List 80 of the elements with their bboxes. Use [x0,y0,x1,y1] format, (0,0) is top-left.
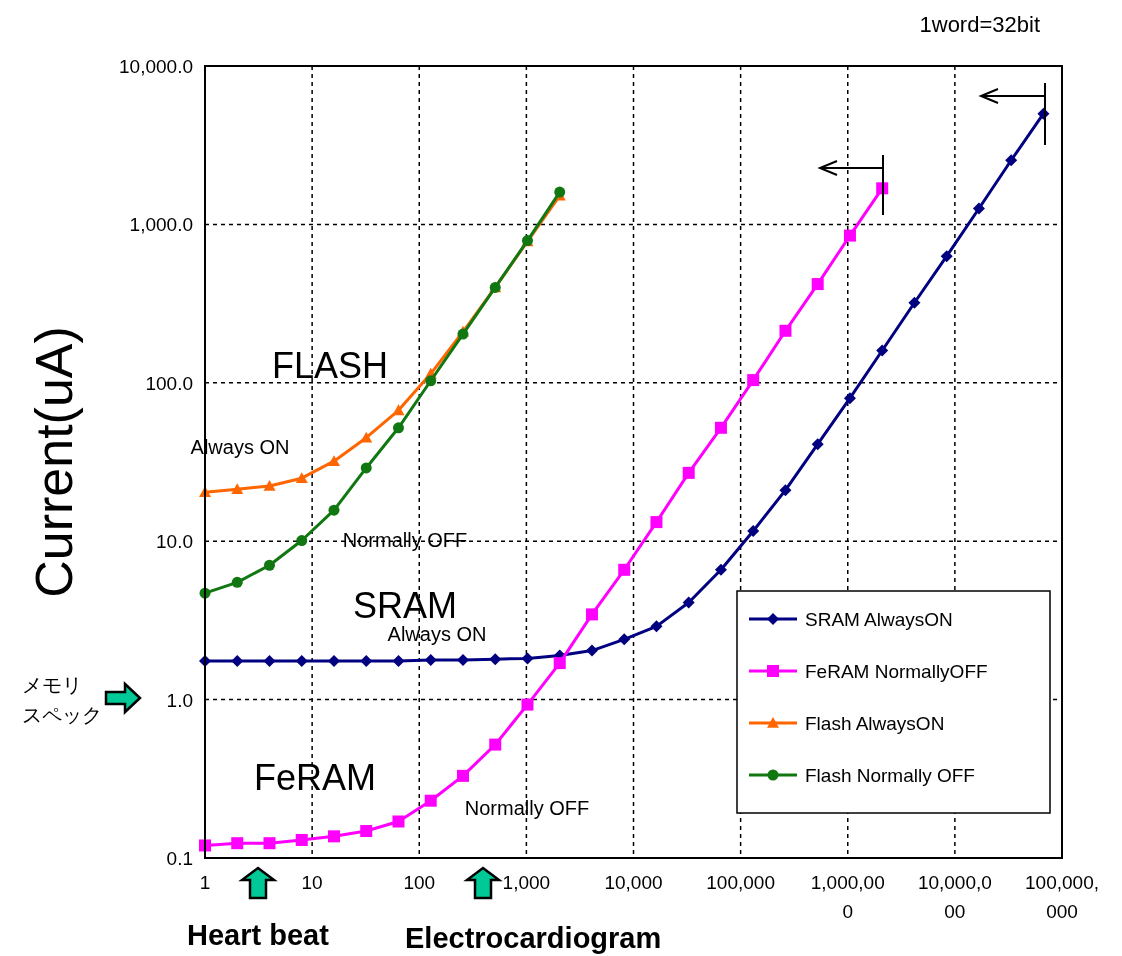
text: Electrocardiogram [405,922,662,954]
point [747,374,760,387]
legend-label: FeRAM NormallyOFF [805,661,988,682]
xtick: 100 [403,872,436,893]
point [296,535,308,547]
point [843,392,856,405]
point [264,559,275,571]
point [811,278,824,291]
point [1005,154,1018,167]
point [263,655,276,668]
point [392,422,404,434]
point [779,324,792,337]
point [779,484,792,497]
point [295,472,308,483]
point [327,455,340,466]
point [456,769,469,782]
point [489,653,502,666]
point [263,480,276,491]
y-tick-label: 0.1 [166,848,193,869]
point [747,524,760,537]
y-tick-label: 100.0 [145,372,193,394]
point [295,833,308,846]
point [392,655,405,668]
point [843,229,856,242]
point [650,620,663,633]
xtick: 100,000,000 [1025,872,1099,922]
point [714,563,727,576]
point [682,596,695,609]
legend-label: SRAM AlwaysON [805,609,953,630]
point [714,421,727,434]
xtick: 10,000 [604,872,663,893]
point [231,837,244,850]
point [263,837,276,850]
point [360,431,373,443]
point [328,504,340,516]
point [618,563,631,576]
point [585,608,598,621]
point [972,202,985,215]
y-axis-title: Current(uA) [25,326,83,598]
xtick: 10,000,000 [917,872,992,922]
xtick: 10 [301,872,323,893]
point [360,825,373,838]
point [650,516,663,529]
xtick: 1 [199,872,211,893]
point [521,698,534,711]
text: メモリスペック [22,674,102,726]
point [231,576,243,588]
point [327,830,340,843]
point [425,375,437,387]
point [489,738,502,751]
point [360,462,372,474]
point [876,344,889,357]
legend-label: Flash Normally OFF [805,765,975,786]
annotation: Normally OFF [464,797,590,819]
point [424,794,437,807]
annotation: FeRAM [253,757,377,798]
point [521,652,534,665]
annotation: Always ON [387,623,487,645]
y-tick-label: 10,000.0 [119,56,193,77]
xtick: 1,000 [502,872,551,893]
text: 1word=32bit [919,12,1040,37]
point [811,438,824,451]
annotation: SRAM [352,585,458,626]
point [682,466,695,479]
point [940,250,953,263]
point [618,633,631,646]
point [585,644,598,657]
point [392,404,405,416]
point [392,815,405,828]
y-tick-label: 1.0 [166,689,193,711]
legend-label: Flash AlwaysON [805,713,945,734]
xtick: 100,000 [706,872,775,893]
y-tick-label: 10.0 [156,531,193,553]
point [553,657,566,670]
annotation: FLASH [271,345,389,386]
point [908,296,921,309]
text: Heart beat [187,919,330,951]
point [231,483,244,494]
xtick: 1,000,000 [810,872,885,922]
y-tick-label: 1,000.0 [129,214,193,236]
